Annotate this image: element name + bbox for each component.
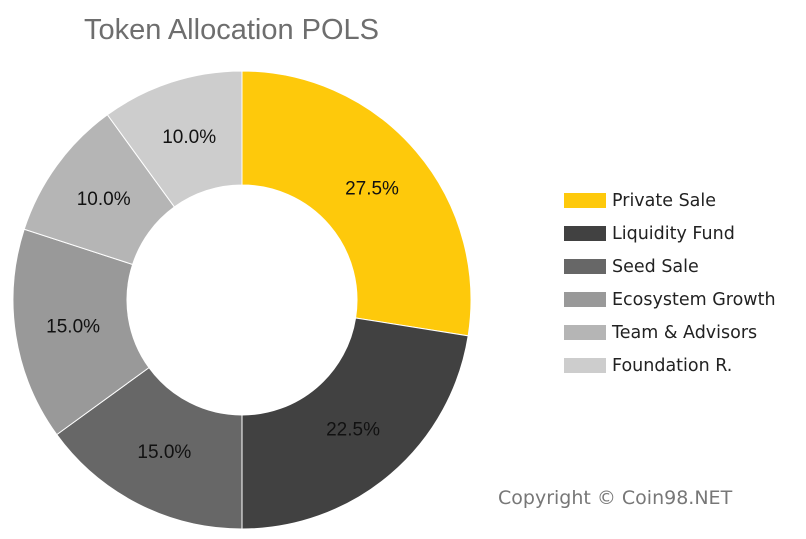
legend-label: Liquidity Fund (612, 223, 735, 244)
data-label-private-sale: 27.5% (345, 178, 399, 199)
chart-title: Token Allocation POLS (84, 14, 380, 46)
legend-label: Team & Advisors (612, 322, 758, 343)
data-label-ecosystem-growth: 15.0% (46, 316, 100, 337)
data-label-liquidity-fund: 22.5% (326, 420, 380, 441)
legend-swatch (564, 358, 606, 373)
legend-swatch (564, 259, 606, 274)
legend-label: Foundation R. (612, 355, 733, 376)
data-label-team-and-advisors: 10.0% (77, 189, 131, 210)
legend-swatch (564, 325, 606, 340)
legend-swatch (564, 193, 606, 208)
legend-item-team-and-advisors: Team & Advisors (564, 316, 776, 349)
slice-private-sale (241, 70, 472, 337)
legend-item-liquidity-fund: Liquidity Fund (564, 217, 776, 250)
data-label-foundation-r: 10.0% (162, 127, 216, 148)
legend-label: Ecosystem Growth (612, 289, 776, 310)
data-label-seed-sale: 15.0% (137, 442, 191, 463)
legend-label: Private Sale (612, 190, 717, 211)
slice-liquidity-fund (241, 317, 469, 530)
legend-item-seed-sale: Seed Sale (564, 250, 776, 283)
chart-legend: Private Sale Liquidity Fund Seed Sale Ecosy… (564, 184, 776, 382)
legend-swatch (564, 292, 606, 307)
legend-item-private-sale: Private Sale (564, 184, 776, 217)
slice-seed-sale (56, 366, 243, 530)
legend-label: Seed Sale (612, 256, 699, 277)
legend-item-ecosystem-growth: Ecosystem Growth (564, 283, 776, 316)
copyright-text: Copyright © Coin98.NET (498, 487, 733, 509)
legend-swatch (564, 226, 606, 241)
legend-item-foundation-r: Foundation R. (564, 349, 776, 382)
slice-ecosystem-growth (12, 228, 150, 436)
slice-foundation-r (106, 70, 243, 208)
